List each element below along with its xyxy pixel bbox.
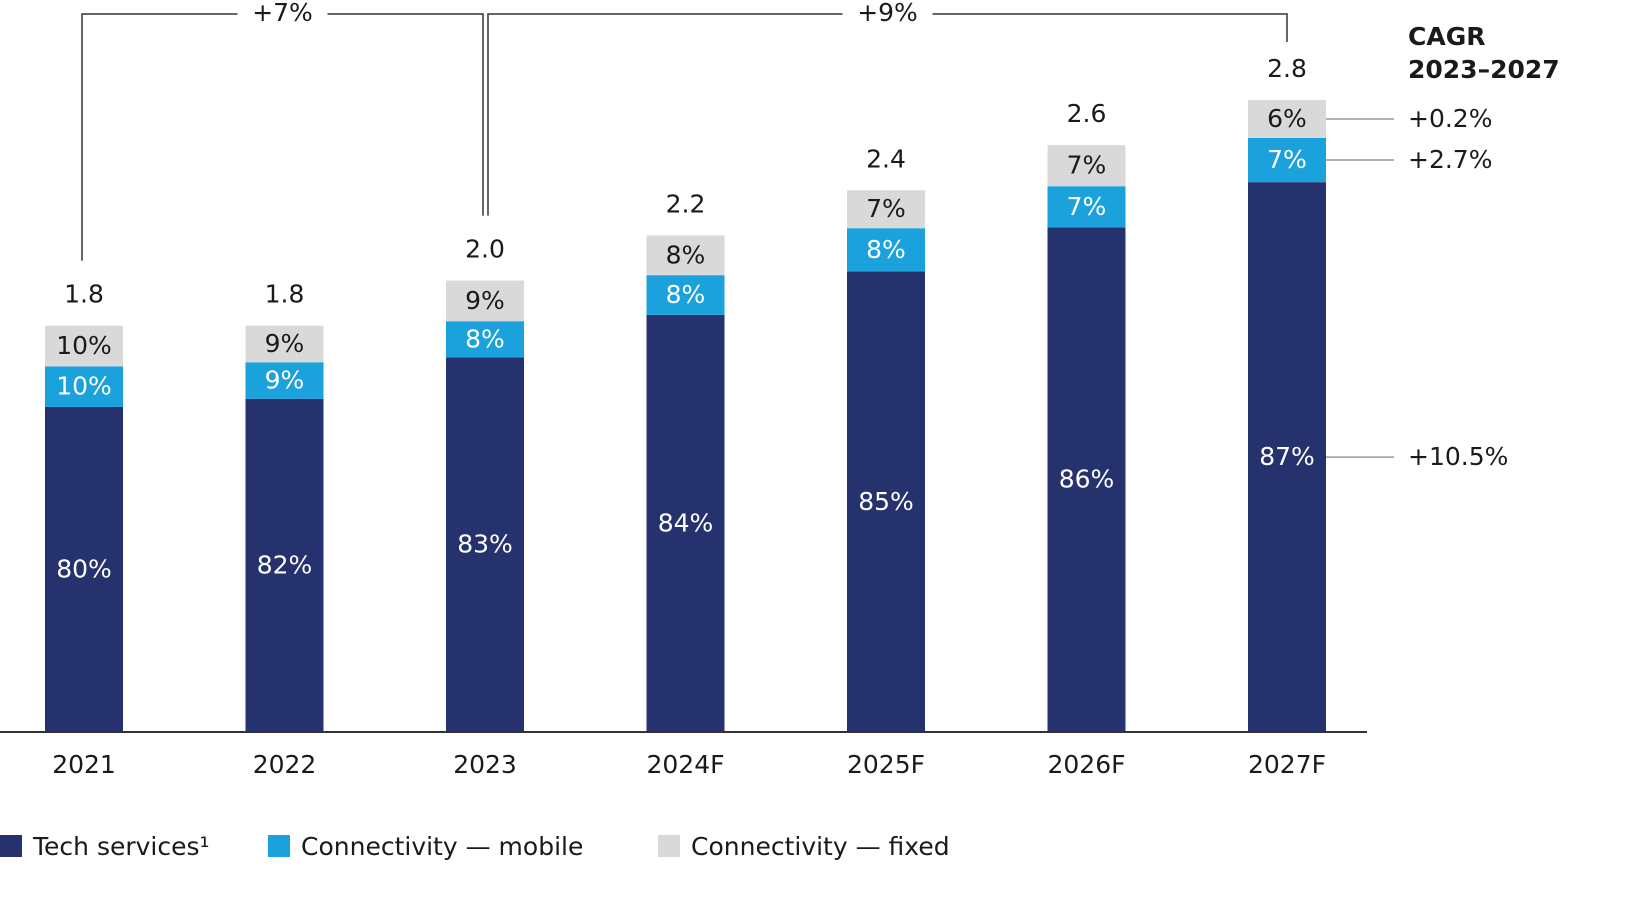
bar-segment [45, 406, 123, 732]
legend-label: Tech services¹ [32, 832, 210, 861]
segment-label: 7% [1067, 151, 1107, 180]
bracket-gap [842, 0, 933, 28]
bar-segment [45, 325, 123, 367]
total-label: 1.8 [64, 280, 104, 309]
growth-bracket [487, 13, 1288, 216]
cagr-value: +2.7% [1408, 145, 1492, 174]
legend-swatch [658, 835, 680, 857]
bar-segment [446, 321, 524, 358]
segment-label: 8% [465, 324, 505, 353]
cagr-value: +0.2% [1408, 104, 1492, 133]
bar-segment [646, 314, 725, 732]
total-label: 2.8 [1267, 54, 1307, 83]
bar-segment [646, 275, 725, 315]
segment-label: 9% [465, 286, 505, 315]
bar-segment [1047, 186, 1126, 228]
bar-segment [1248, 137, 1326, 183]
bar-segment [1248, 182, 1326, 732]
bar-segment [1047, 145, 1126, 187]
bar-segment [245, 325, 324, 363]
total-label: 2.6 [1067, 99, 1107, 128]
segment-label: 7% [1067, 192, 1107, 221]
x-tick-label: 2022 [253, 750, 317, 779]
bar-segment [245, 362, 324, 399]
bar-segment [1248, 100, 1326, 138]
x-tick-label: 2024F [646, 750, 724, 779]
segment-label: 86% [1059, 465, 1115, 494]
segment-label: 82% [257, 550, 313, 579]
total-label: 2.2 [666, 189, 706, 218]
total-label: 2.4 [866, 144, 906, 173]
segment-label: 7% [866, 194, 906, 223]
segment-label: 84% [658, 508, 714, 537]
bar-segment [847, 190, 925, 229]
legend-swatch [0, 835, 22, 857]
cagr-title: CAGR [1408, 22, 1485, 51]
segment-label: 85% [858, 487, 914, 516]
segment-label: 87% [1259, 442, 1315, 471]
bar-segment [45, 366, 123, 407]
segment-label: 8% [666, 280, 706, 309]
segment-label: 8% [666, 240, 706, 269]
segment-label: 10% [56, 331, 112, 360]
segment-label: 9% [265, 329, 305, 358]
growth-label: +7% [252, 0, 313, 27]
legend-swatch [268, 835, 290, 857]
bracket-gap [237, 0, 328, 28]
bar-segment [1047, 227, 1126, 732]
legend-label: Connectivity — fixed [691, 832, 950, 861]
segment-label: 10% [56, 372, 112, 401]
cagr-value: +10.5% [1408, 442, 1508, 471]
segment-label: 83% [457, 530, 513, 559]
total-label: 1.8 [265, 280, 305, 309]
x-tick-label: 2026F [1047, 750, 1125, 779]
bar-segment [847, 271, 925, 732]
x-tick-label: 2027F [1248, 750, 1326, 779]
x-tick-label: 2021 [52, 750, 116, 779]
segment-label: 80% [56, 554, 112, 583]
x-tick-label: 2023 [453, 750, 517, 779]
legend-label: Connectivity — mobile [301, 832, 583, 861]
segment-label: 8% [866, 235, 906, 264]
bar-segment [646, 235, 725, 276]
growth-bracket [81, 13, 484, 261]
x-tick-label: 2025F [847, 750, 925, 779]
cagr-title: 2023–2027 [1408, 55, 1560, 84]
segment-label: 7% [1267, 145, 1307, 174]
bar-segment [446, 280, 524, 322]
total-label: 2.0 [465, 235, 505, 264]
growth-label: +9% [857, 0, 918, 27]
bar-segment [245, 398, 324, 732]
bar-segment [446, 357, 524, 732]
segment-label: 6% [1267, 104, 1307, 133]
segment-label: 9% [265, 366, 305, 395]
bar-segment [847, 228, 925, 272]
